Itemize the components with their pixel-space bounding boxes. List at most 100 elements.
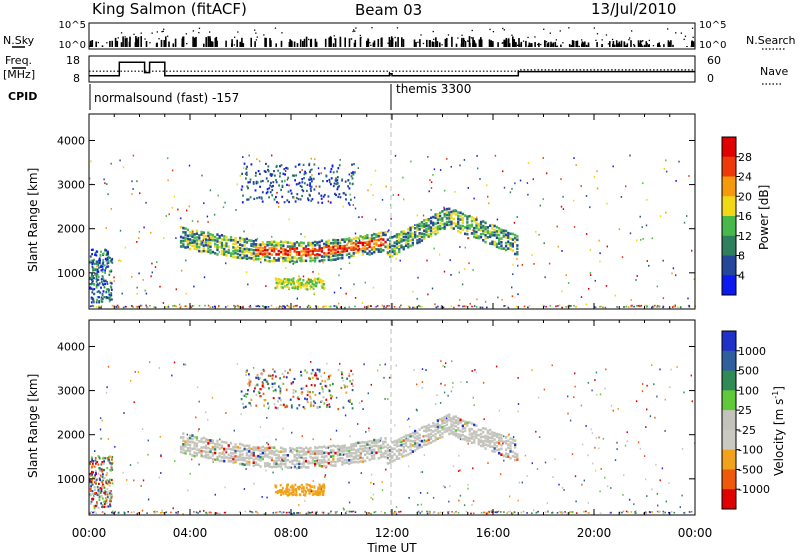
- noise-search-point: [198, 27, 201, 29]
- velocity-pixel: [361, 460, 364, 463]
- velocity-pixel: [470, 435, 474, 438]
- power-pixel: [418, 225, 420, 228]
- velocity-pixel: [214, 448, 217, 451]
- power-pixel: [90, 278, 93, 281]
- noise-bar: [231, 39, 233, 47]
- power-pixel: [339, 256, 342, 260]
- velocity-pixel: [332, 450, 335, 454]
- noise-bar: [488, 39, 491, 47]
- velocity-pixel: [202, 455, 205, 458]
- power-pixel: [94, 253, 96, 256]
- velocity-pixel: [681, 448, 684, 450]
- velocity-pixel: [319, 382, 322, 385]
- velocity-pixel: [320, 452, 324, 455]
- power-pixel: [232, 255, 235, 259]
- power-pixel: [122, 166, 125, 169]
- power-pixel: [303, 173, 306, 176]
- velocity-pixel: [364, 511, 367, 513]
- noise-bar: [475, 43, 477, 47]
- noise-bar: [571, 40, 574, 47]
- power-pixel: [245, 171, 248, 174]
- power-pixel: [630, 305, 633, 307]
- power-pixel: [248, 256, 251, 260]
- power-pixel: [318, 240, 321, 244]
- velocity-pixel: [349, 398, 351, 402]
- velocity-pixel: [101, 419, 103, 422]
- velocity-pixel: [479, 439, 483, 442]
- power-pixel: [151, 262, 153, 265]
- velocity-colorbar-label: 1000: [738, 345, 766, 358]
- power-pixel: [476, 298, 478, 301]
- velocity-pixel: [434, 423, 437, 426]
- velocity-pixel: [205, 511, 207, 514]
- velocity-pixel: [598, 447, 600, 450]
- velocity-pixel: [261, 449, 264, 452]
- velocity-pixel: [343, 508, 345, 511]
- velocity-pixel: [282, 511, 285, 514]
- velocity-pixel: [247, 383, 249, 385]
- velocity-pixel: [483, 511, 485, 514]
- power-pixel: [339, 306, 342, 308]
- power-pixel: [354, 232, 357, 235]
- velocity-pixel: [286, 405, 289, 408]
- velocity-pixel: [309, 405, 312, 408]
- velocity-pixel: [414, 429, 417, 433]
- velocity-pixel: [220, 446, 224, 449]
- velocity-pixel: [432, 439, 435, 443]
- velocity-pixel: [461, 430, 464, 434]
- velocity-pixel: [459, 469, 461, 472]
- velocity-pixel: [98, 496, 101, 499]
- velocity-pixel: [393, 440, 396, 443]
- velocity-pixel: [270, 446, 274, 449]
- velocity-pixel: [268, 452, 271, 455]
- velocity-pixel: [258, 377, 261, 380]
- power-pixel: [472, 229, 474, 232]
- power-pixel: [245, 173, 248, 176]
- velocity-pixel: [267, 374, 270, 377]
- velocity-pixel: [443, 415, 446, 419]
- velocity-pixel: [277, 450, 280, 454]
- power-pixel: [278, 306, 280, 309]
- power-pixel: [278, 184, 280, 187]
- velocity-pixel: [266, 416, 268, 419]
- noise-bar: [269, 38, 271, 47]
- power-pixel: [482, 239, 485, 242]
- power-pixel: [270, 249, 274, 252]
- velocity-pixel: [507, 453, 510, 456]
- power-pixel: [417, 276, 419, 279]
- velocity-pixel: [254, 446, 258, 449]
- power-pixel: [259, 257, 262, 261]
- velocity-pixel: [599, 490, 601, 493]
- power-pixel: [95, 284, 98, 287]
- velocity-pixel: [261, 451, 264, 455]
- power-pixel: [339, 253, 342, 256]
- velocity-pixel: [111, 511, 113, 514]
- power-pixel: [136, 180, 138, 183]
- power-pixel: [383, 306, 385, 309]
- power-pixel: [511, 187, 513, 190]
- velocity-pixel: [328, 390, 331, 393]
- velocity-pixel: [198, 400, 200, 403]
- velocity-pixel: [434, 436, 437, 439]
- power-pixel: [100, 250, 102, 253]
- velocity-pixel: [426, 510, 428, 513]
- power-pixel: [313, 163, 316, 166]
- power-pixel: [107, 260, 110, 263]
- power-colorbar-label: 24: [738, 171, 752, 184]
- power-pixel: [342, 250, 344, 253]
- power-pixel: [110, 282, 113, 285]
- power-colorbar-segment: [722, 176, 736, 197]
- velocity-pixel: [551, 511, 554, 514]
- velocity-pixel: [275, 456, 278, 460]
- velocity-pixel: [503, 435, 505, 438]
- velocity-pixel: [245, 451, 249, 455]
- velocity-pixel: [91, 493, 94, 495]
- noise-bar: [265, 37, 267, 47]
- power-pixel: [306, 183, 309, 186]
- noise-search-point: [680, 32, 682, 34]
- velocity-pixel: [214, 451, 217, 455]
- velocity-pixel: [302, 447, 305, 451]
- noise-search-point: [162, 30, 164, 32]
- power-pixel: [300, 185, 303, 188]
- velocity-pixel: [199, 510, 201, 513]
